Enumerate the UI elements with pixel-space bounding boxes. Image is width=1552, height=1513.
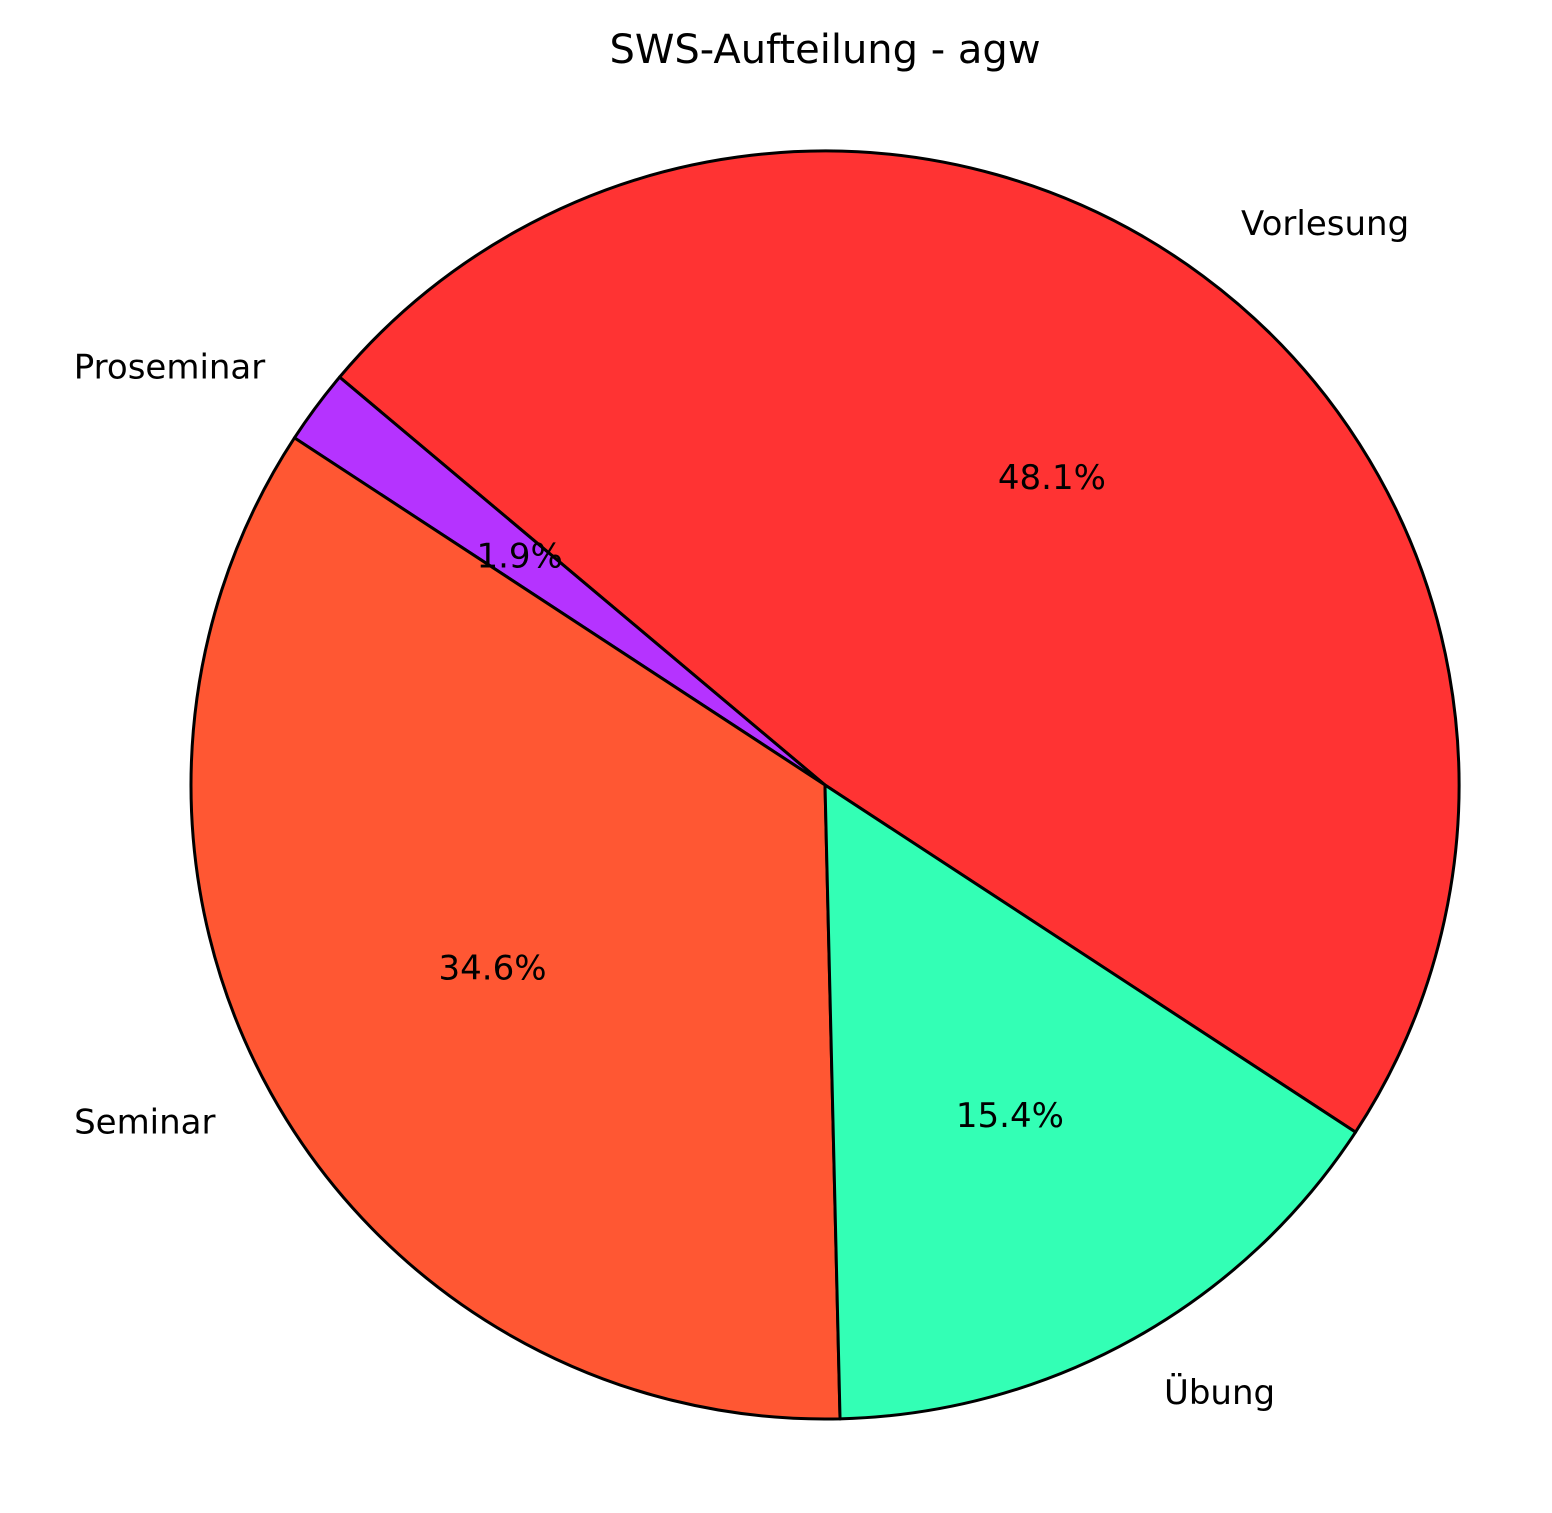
slice-label: Vorlesung xyxy=(1241,204,1409,244)
pie-slice xyxy=(189,436,842,1421)
pie-slice xyxy=(338,149,1461,1134)
percent-label: 34.6% xyxy=(439,948,547,988)
percent-label: 15.4% xyxy=(956,1096,1064,1136)
pie-slice xyxy=(823,783,1358,1421)
slice-label: Seminar xyxy=(74,1102,215,1142)
slice-label: Proseminar xyxy=(74,347,266,387)
slice-label: Übung xyxy=(1164,1372,1275,1413)
chart-title: SWS-Aufteilung - agw xyxy=(609,27,1040,73)
percent-label: 1.9% xyxy=(476,537,562,577)
percent-label: 48.1% xyxy=(998,458,1106,498)
